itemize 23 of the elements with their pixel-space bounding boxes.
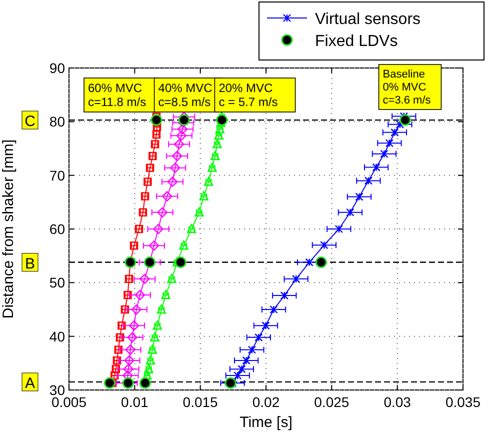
x-tick-label: 0.03 — [384, 394, 412, 410]
y-axis-title: Distance from shaker [mm] — [0, 139, 17, 319]
x-tick-label: 0.015 — [182, 394, 218, 410]
y-tick-label: 40 — [49, 328, 66, 344]
x-tick-label: 0.01 — [121, 394, 149, 410]
legend-label: Fixed LDVs — [315, 33, 398, 50]
x-tick-label: 0.035 — [445, 394, 481, 410]
x-axis-title: Time [s] — [240, 414, 292, 431]
y-tick-label: 50 — [49, 274, 66, 291]
annotation: 60% MVC c=11.8 m/s — [88, 81, 146, 109]
annotation: 20% MVC c = 5.7 m/s — [218, 81, 278, 109]
y-tick-label: 60 — [49, 221, 66, 237]
ref-line-label: C — [24, 113, 36, 130]
y-tick-label: 90 — [49, 60, 66, 76]
ref-line-label: A — [24, 374, 36, 392]
legend-label: Virtual sensors — [315, 11, 421, 28]
annotation: Baseline 0% MVC c=3.6 m/s — [382, 68, 432, 106]
y-tick-label: 80 — [49, 114, 66, 130]
y-tick-label: 70 — [49, 167, 66, 184]
x-tick-label: 0.02 — [252, 394, 280, 410]
annotation: 40% MVC c=8.5 m/s — [158, 81, 213, 109]
ref-line-label: B — [24, 255, 36, 272]
x-tick-label: 0.025 — [314, 394, 350, 410]
